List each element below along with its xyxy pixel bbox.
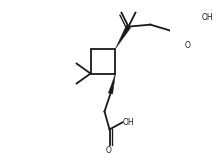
Text: OH: OH	[123, 118, 135, 127]
Polygon shape	[108, 74, 116, 94]
Text: O: O	[106, 146, 111, 155]
Text: OH: OH	[202, 13, 213, 22]
Polygon shape	[116, 25, 131, 49]
Text: O: O	[184, 41, 190, 50]
